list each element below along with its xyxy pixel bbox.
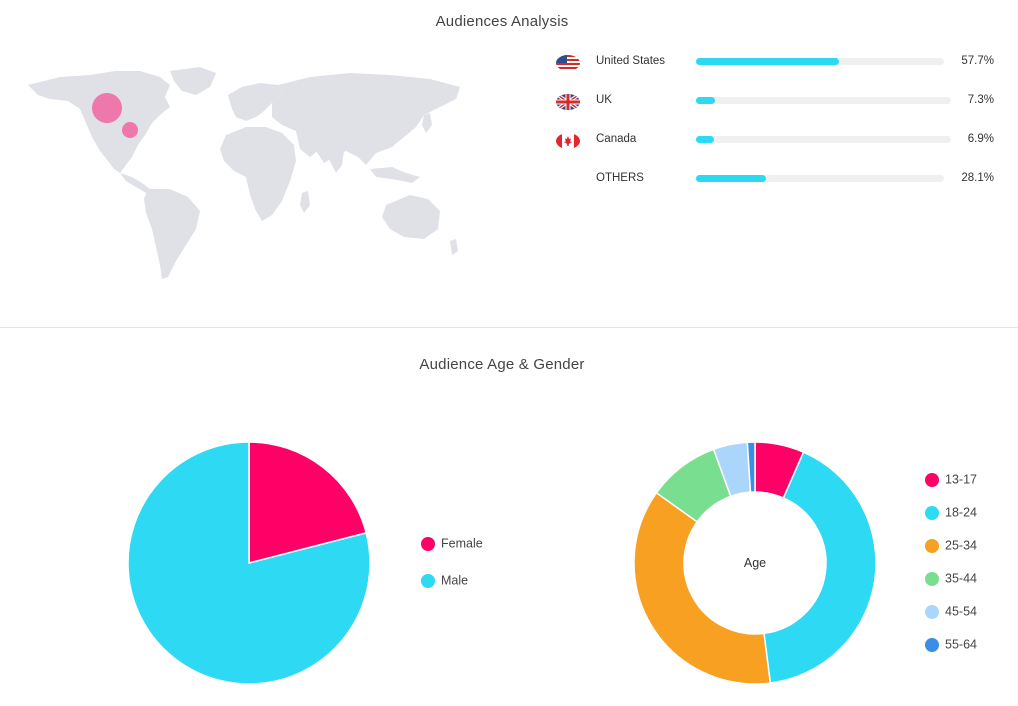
age-donut-chart: Age [633, 441, 877, 685]
slice-female[interactable] [248, 441, 368, 564]
gender-pie-chart [127, 441, 371, 685]
progress-fill [696, 136, 714, 143]
legend-item-45-54: 45-54 [925, 604, 977, 619]
legend-label: 55-64 [945, 637, 977, 652]
legend-dot [925, 604, 939, 619]
percent-value: 7.3% [967, 94, 994, 106]
legend-item-25-34: 25-34 [925, 538, 977, 553]
country-name: UK [596, 94, 612, 106]
country-row-united-states: United States 57.7% [556, 50, 1006, 74]
canada-flag-icon [556, 133, 580, 149]
progress-track [696, 175, 944, 182]
legend-item-18-24: 18-24 [925, 505, 977, 520]
donut-center-label: Age [744, 556, 766, 570]
map-bubble-us-small [122, 122, 138, 138]
progress-fill [696, 175, 766, 182]
map-bubble-us-large [92, 93, 122, 123]
country-row-canada: Canada 6.9% [556, 128, 1006, 152]
legend-label: 45-54 [945, 604, 977, 619]
legend-item-male: Male [421, 573, 468, 588]
legend-dot [421, 573, 435, 588]
legend-dot [421, 536, 435, 551]
legend-label: Female [441, 536, 483, 551]
legend-label: 18-24 [945, 505, 977, 520]
legend-dot [925, 505, 939, 520]
slice-18-24[interactable] [763, 451, 877, 684]
percent-value: 6.9% [967, 133, 994, 145]
legend-dot [925, 637, 939, 652]
percent-value: 57.7% [961, 55, 994, 67]
legend-item-female: Female [421, 536, 483, 551]
country-name: Canada [596, 133, 637, 145]
country-row-uk: UK 7.3% [556, 89, 1006, 113]
legend-dot [925, 571, 939, 586]
progress-track [696, 97, 951, 104]
country-name: United States [596, 55, 666, 67]
progress-fill [696, 58, 840, 65]
legend-item-13-17: 13-17 [925, 472, 977, 487]
progress-track [696, 136, 951, 143]
world-map [28, 67, 460, 279]
legend-dot [925, 538, 939, 553]
section-title-audiences-analysis: Audiences Analysis [435, 13, 569, 30]
slice-male[interactable] [127, 441, 371, 685]
legend-dot [925, 472, 939, 487]
progress-fill [696, 97, 715, 104]
legend-label: 13-17 [945, 472, 977, 487]
percent-value: 28.1% [961, 172, 994, 184]
slice-25-34[interactable] [633, 491, 772, 685]
legend-item-55-64: 55-64 [925, 637, 977, 652]
us-flag-icon [556, 55, 580, 71]
section-title-age-gender: Audience Age & Gender [419, 356, 585, 373]
legend-label: 25-34 [945, 538, 977, 553]
legend-item-35-44: 35-44 [925, 571, 977, 586]
country-row-others: OTHERS 28.1% [556, 167, 1006, 191]
legend-label: 35-44 [945, 571, 977, 586]
uk-flag-icon [556, 94, 580, 110]
progress-track [696, 58, 944, 65]
legend-label: Male [441, 573, 469, 588]
slice-55-64[interactable] [746, 441, 756, 493]
section-divider [0, 327, 1018, 328]
country-name: OTHERS [596, 172, 644, 184]
map-land [28, 67, 460, 279]
